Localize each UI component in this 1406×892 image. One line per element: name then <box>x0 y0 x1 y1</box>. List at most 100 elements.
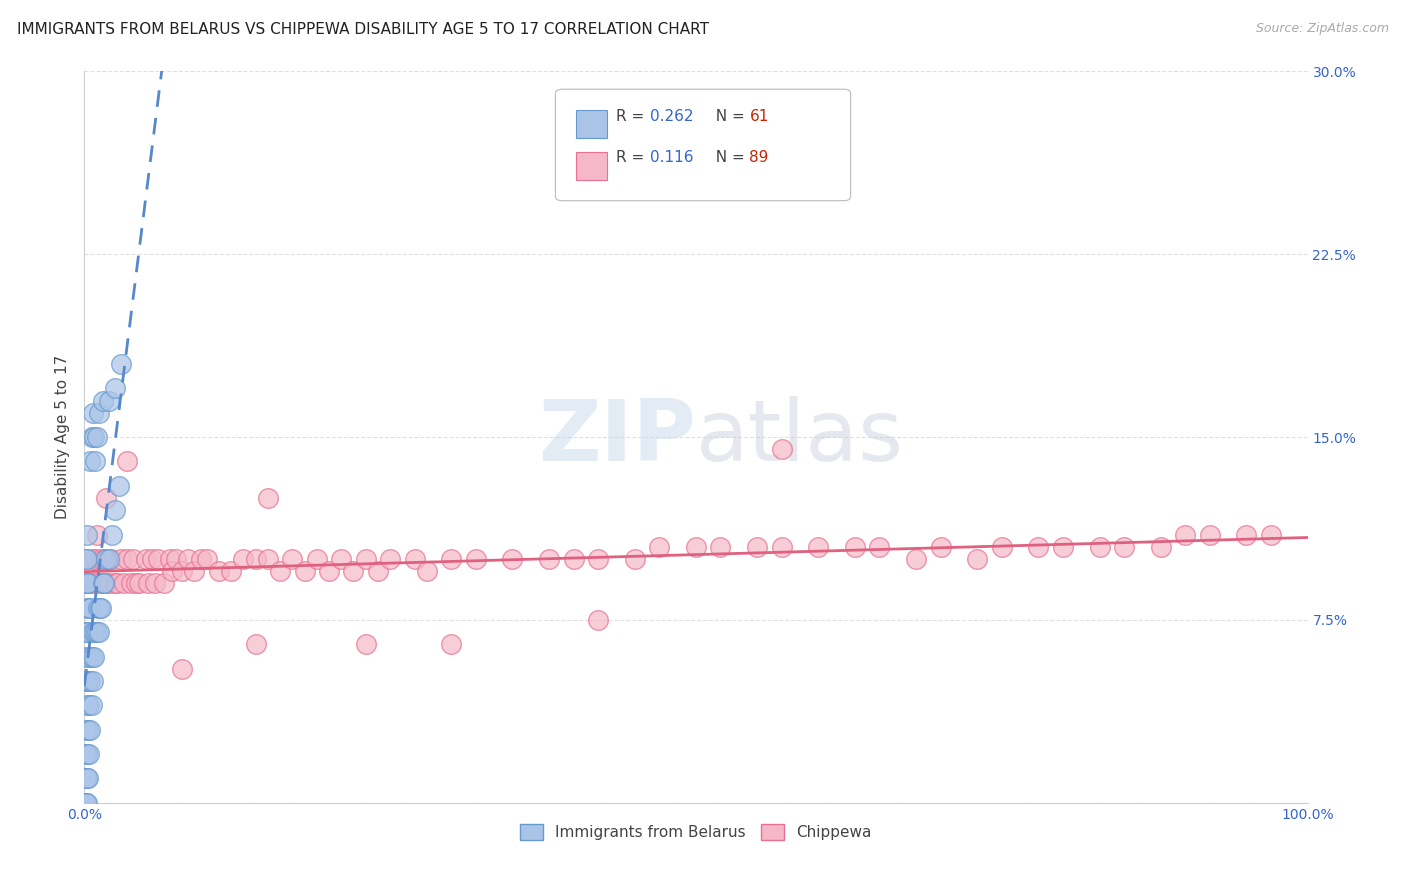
Point <box>177 552 200 566</box>
Point <box>747 540 769 554</box>
Point <box>770 442 793 457</box>
Point <box>162 564 184 578</box>
Point <box>330 552 353 566</box>
Text: N =: N = <box>706 150 749 165</box>
Point <box>84 625 107 640</box>
Point <box>136 576 159 591</box>
Text: 61: 61 <box>749 109 769 124</box>
Point <box>96 491 118 505</box>
Text: ZIP: ZIP <box>538 395 696 479</box>
Point <box>75 625 97 640</box>
Point <box>502 552 524 566</box>
Point <box>586 552 609 566</box>
Point <box>172 564 194 578</box>
Point <box>86 430 108 444</box>
Point <box>83 649 105 664</box>
Point <box>1236 527 1258 541</box>
Point <box>624 552 647 566</box>
Point <box>153 576 176 591</box>
Text: Source: ZipAtlas.com: Source: ZipAtlas.com <box>1256 22 1389 36</box>
Point <box>84 454 107 468</box>
Point <box>83 430 105 444</box>
Point <box>354 552 377 566</box>
Point <box>77 576 100 591</box>
Point <box>79 600 101 615</box>
Point <box>232 552 254 566</box>
Point <box>79 454 101 468</box>
Point <box>1028 540 1050 554</box>
Point <box>77 673 100 688</box>
Point <box>416 564 439 578</box>
Point <box>87 406 110 420</box>
Point <box>219 564 242 578</box>
Point <box>294 564 316 578</box>
Point <box>869 540 891 554</box>
Point <box>165 552 187 566</box>
Point <box>1114 540 1136 554</box>
Point <box>93 552 115 566</box>
Point <box>86 527 108 541</box>
Point <box>77 723 100 737</box>
Point <box>79 723 101 737</box>
Point <box>586 613 609 627</box>
Point <box>115 552 138 566</box>
Text: 89: 89 <box>749 150 769 165</box>
Point <box>75 576 97 591</box>
Point <box>172 662 194 676</box>
Point <box>354 637 377 651</box>
Point <box>87 600 110 615</box>
Text: R =: R = <box>616 109 650 124</box>
Point <box>143 576 166 591</box>
Point <box>195 552 218 566</box>
Point <box>77 747 100 761</box>
Point <box>76 600 98 615</box>
Point <box>87 576 110 591</box>
Y-axis label: Disability Age 5 to 17: Disability Age 5 to 17 <box>55 355 70 519</box>
Point <box>208 564 231 578</box>
Point <box>76 625 98 640</box>
Point <box>190 552 212 566</box>
Point <box>245 637 267 651</box>
Point <box>440 637 463 651</box>
Point <box>77 698 100 713</box>
Point <box>75 649 97 664</box>
Legend: Immigrants from Belarus, Chippewa: Immigrants from Belarus, Chippewa <box>515 818 877 847</box>
Point <box>257 491 280 505</box>
Point <box>110 552 132 566</box>
Point <box>538 552 561 566</box>
Point <box>90 600 112 615</box>
Point <box>101 527 124 541</box>
Point <box>84 552 107 566</box>
Point <box>96 576 118 591</box>
Text: R =: R = <box>616 150 654 165</box>
Point <box>80 649 103 664</box>
Text: atlas: atlas <box>696 395 904 479</box>
Point <box>104 576 127 591</box>
Point <box>75 796 97 810</box>
Point <box>82 552 104 566</box>
Point <box>112 576 135 591</box>
Point <box>125 576 148 591</box>
Point <box>75 747 97 761</box>
Point <box>107 479 129 493</box>
Point <box>77 649 100 664</box>
Point <box>80 430 103 444</box>
Point <box>115 454 138 468</box>
Point <box>1150 540 1173 554</box>
Point <box>1260 527 1282 541</box>
Text: 0.262: 0.262 <box>650 109 693 124</box>
Text: 0.116: 0.116 <box>650 150 693 165</box>
Point <box>79 576 101 591</box>
Point <box>91 576 114 591</box>
Point <box>75 552 97 566</box>
Point <box>146 552 169 566</box>
Point <box>97 393 120 408</box>
Point <box>367 564 389 578</box>
Point <box>82 406 104 420</box>
Point <box>87 625 110 640</box>
Point <box>76 698 98 713</box>
Point <box>77 600 100 615</box>
Point <box>159 552 181 566</box>
Point <box>404 552 426 566</box>
Point <box>97 552 120 566</box>
